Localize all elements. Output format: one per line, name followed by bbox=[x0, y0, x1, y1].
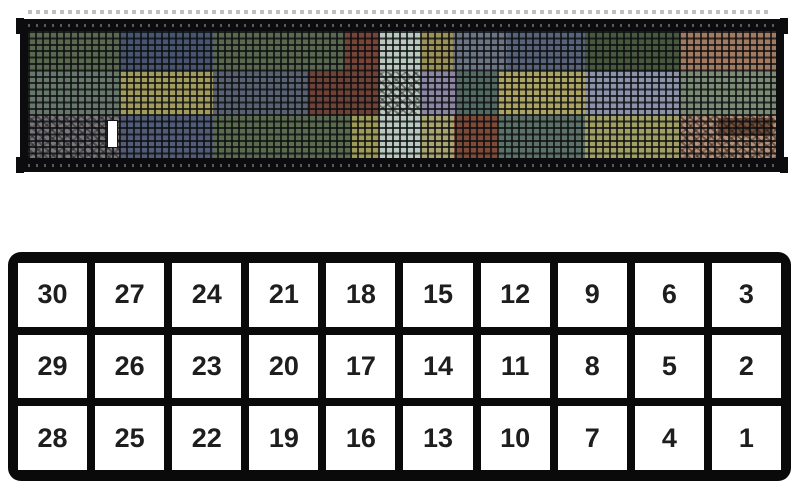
block-number-cell-21: 21 bbox=[249, 263, 319, 327]
block-number-cell-8: 8 bbox=[557, 334, 627, 399]
block-number-cell-4: 4 bbox=[634, 406, 704, 470]
block-number-cell-25: 25 bbox=[95, 406, 165, 470]
mesh-patch-middle bbox=[420, 72, 457, 115]
mesh-patch-middle bbox=[120, 72, 213, 115]
beam-corner-tab-top-left bbox=[16, 18, 24, 34]
mesh-patch-top bbox=[28, 31, 120, 73]
block-number-cell-22: 22 bbox=[172, 406, 242, 470]
fe-mesh-beam bbox=[16, 18, 788, 173]
mesh-patch-top bbox=[452, 31, 507, 73]
block-number-cell-3: 3 bbox=[711, 263, 781, 327]
block-number-cell-26: 26 bbox=[95, 334, 165, 399]
block-number-cell-19: 19 bbox=[249, 406, 319, 470]
block-number-cell-24: 24 bbox=[172, 263, 242, 327]
mesh-patch-area bbox=[28, 31, 776, 158]
block-number-cell-30: 30 bbox=[18, 263, 88, 327]
mesh-patch-bottom bbox=[453, 114, 497, 158]
beam-corner-tab-top-right bbox=[780, 18, 788, 34]
notch-slot bbox=[107, 119, 118, 148]
speckled-reference-line bbox=[28, 10, 772, 14]
mesh-patch-top bbox=[420, 31, 453, 73]
block-number-cell-15: 15 bbox=[403, 263, 473, 327]
mesh-patch-bottom bbox=[28, 114, 120, 158]
mesh-patch-bottom bbox=[120, 114, 213, 158]
mesh-patch-bottom bbox=[496, 114, 585, 158]
mesh-patch-bottom bbox=[584, 114, 680, 158]
block-number-cell-27: 27 bbox=[95, 263, 165, 327]
mesh-patch-middle bbox=[307, 72, 381, 115]
mesh-patch-middle bbox=[456, 72, 497, 115]
block-number-cell-5: 5 bbox=[634, 334, 704, 399]
mesh-patch-bottom bbox=[212, 114, 352, 158]
mesh-patch-top bbox=[679, 31, 776, 73]
mesh-patch-middle bbox=[679, 72, 776, 115]
block-number-cell-23: 23 bbox=[172, 334, 242, 399]
block-number-cell-14: 14 bbox=[403, 334, 473, 399]
mesh-patch-middle bbox=[380, 72, 421, 115]
beam-corner-tab-bottom-right bbox=[780, 157, 788, 173]
mesh-patch-middle bbox=[28, 72, 120, 115]
block-number-cell-17: 17 bbox=[326, 334, 396, 399]
mesh-patch-middle bbox=[212, 72, 307, 115]
block-number-cell-28: 28 bbox=[18, 406, 88, 470]
block-number-cell-1: 1 bbox=[711, 406, 781, 470]
block-number-cell-6: 6 bbox=[634, 263, 704, 327]
mesh-patch-middle bbox=[584, 72, 680, 115]
mesh-patch-middle bbox=[496, 72, 585, 115]
mesh-patch-top bbox=[584, 31, 680, 73]
mesh-patch-top bbox=[380, 31, 421, 73]
mesh-patch-bottom bbox=[351, 114, 381, 158]
block-number-cell-12: 12 bbox=[480, 263, 550, 327]
mesh-patch-bottom bbox=[380, 114, 421, 158]
beam-bottom-flange bbox=[28, 158, 776, 172]
block-number-cell-7: 7 bbox=[557, 406, 627, 470]
mesh-patch-top bbox=[120, 31, 213, 73]
swirl-zone bbox=[717, 117, 773, 136]
beam-top-flange bbox=[28, 19, 776, 31]
mesh-patch-top bbox=[345, 31, 381, 73]
block-number-cell-2: 2 bbox=[711, 334, 781, 399]
mesh-patch-top bbox=[212, 31, 346, 73]
element-numbering-table: 30 27 24 21 18 15 12 9 6 3 29 26 23 20 17 14 11 8 5 2 28 25 22… bbox=[8, 252, 791, 481]
mesh-patch-bottom bbox=[420, 114, 454, 158]
block-number-cell-20: 20 bbox=[249, 334, 319, 399]
block-number-cell-16: 16 bbox=[326, 406, 396, 470]
block-number-cell-9: 9 bbox=[557, 263, 627, 327]
block-number-cell-29: 29 bbox=[18, 334, 88, 399]
mesh-patch-top bbox=[506, 31, 585, 73]
block-number-cell-11: 11 bbox=[480, 334, 550, 399]
beam-corner-tab-bottom-left bbox=[16, 157, 24, 173]
block-number-cell-10: 10 bbox=[480, 406, 550, 470]
block-number-cell-13: 13 bbox=[403, 406, 473, 470]
block-number-cell-18: 18 bbox=[326, 263, 396, 327]
